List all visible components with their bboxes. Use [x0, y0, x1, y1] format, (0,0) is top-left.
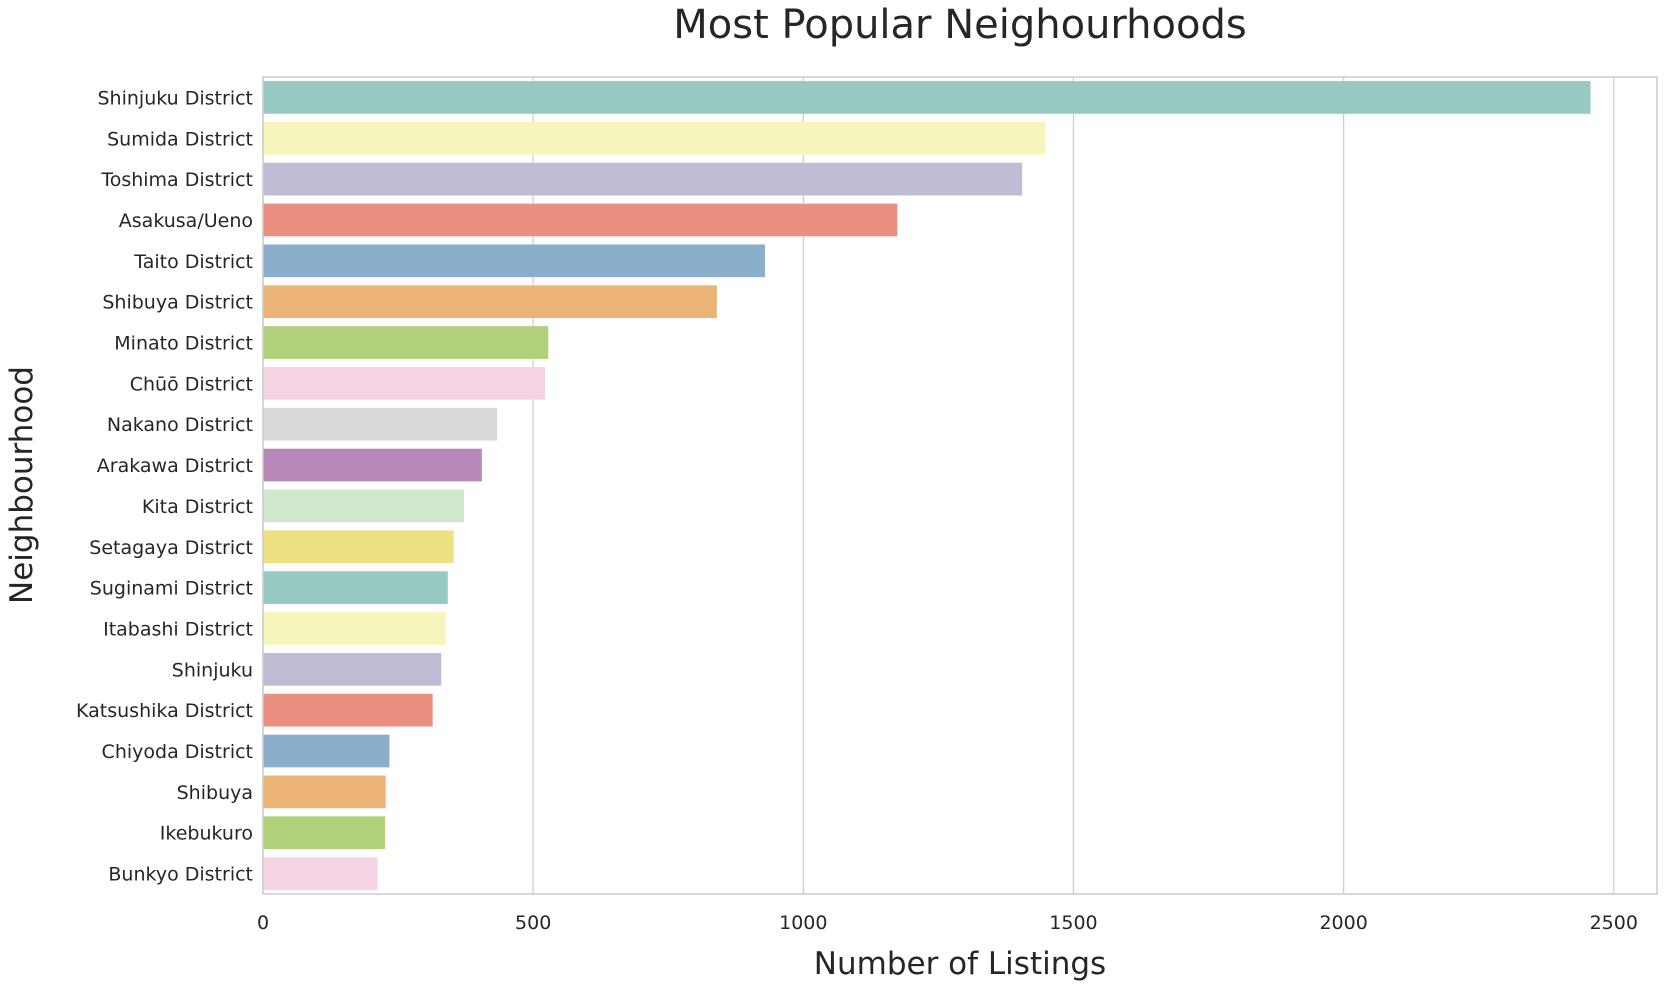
y-tick-label: Kita District [142, 496, 253, 518]
y-axis-label: Neighbourhood [4, 366, 40, 604]
y-tick-label: Ikebukuro [160, 823, 253, 845]
bar [263, 285, 717, 319]
y-tick-label: Arakawa District [97, 455, 253, 477]
bar [263, 244, 765, 278]
y-tick-label: Bunkyo District [108, 864, 253, 886]
bar [263, 612, 446, 645]
bar [263, 121, 1046, 155]
y-tick-label: Chūō District [130, 373, 253, 395]
y-tick-label: Itabashi District [103, 618, 253, 640]
bar [263, 489, 464, 523]
y-tick-label: Nakano District [107, 414, 253, 436]
x-tick-label: 1000 [779, 912, 827, 934]
bar [263, 367, 546, 400]
y-tick-labels: Shinjuku District Sumida District Toshima … [76, 87, 253, 885]
y-tick-label: Chiyoda District [102, 741, 253, 763]
bars [263, 81, 1591, 890]
bar [263, 81, 1591, 114]
x-axis-label: Number of Listings [814, 946, 1106, 982]
y-tick-label: Minato District [114, 333, 253, 355]
bar [263, 652, 442, 686]
bar [263, 734, 390, 768]
bar [263, 326, 549, 359]
x-tick-labels: 0 500 1000 1500 2000 2500 [257, 912, 1638, 934]
bar [263, 857, 378, 890]
grid-lines [262, 77, 1615, 894]
bar [263, 162, 1023, 196]
bar [263, 448, 482, 482]
y-tick-label: Setagaya District [89, 537, 253, 559]
y-tick-label: Suginami District [90, 578, 253, 600]
y-tick-label: Shibuya District [102, 292, 253, 314]
x-tick-label: 2000 [1319, 912, 1367, 934]
x-tick-label: 1500 [1049, 912, 1097, 934]
chart-title: Most Popular Neighourhoods [673, 2, 1246, 48]
y-tick-label: Taito District [133, 251, 253, 273]
bar [263, 816, 386, 850]
x-tick-label: 500 [515, 912, 551, 934]
x-tick-label: 0 [257, 912, 269, 934]
bar [263, 571, 448, 604]
y-tick-label: Asakusa/Ueno [119, 210, 253, 232]
y-tick-label: Katsushika District [76, 700, 253, 722]
y-tick-label: Sumida District [107, 128, 253, 150]
bar [263, 203, 898, 237]
bar [263, 530, 454, 564]
x-tick-label: 2500 [1590, 912, 1638, 934]
y-tick-label: Toshima District [100, 169, 253, 191]
bar [263, 407, 497, 441]
plot-frame [262, 76, 1658, 895]
y-tick-label: Shibuya [177, 782, 253, 804]
bar [263, 693, 433, 727]
bar [263, 775, 386, 809]
y-tick-label: Shinjuku [172, 659, 253, 681]
y-tick-label: Shinjuku District [98, 87, 254, 109]
